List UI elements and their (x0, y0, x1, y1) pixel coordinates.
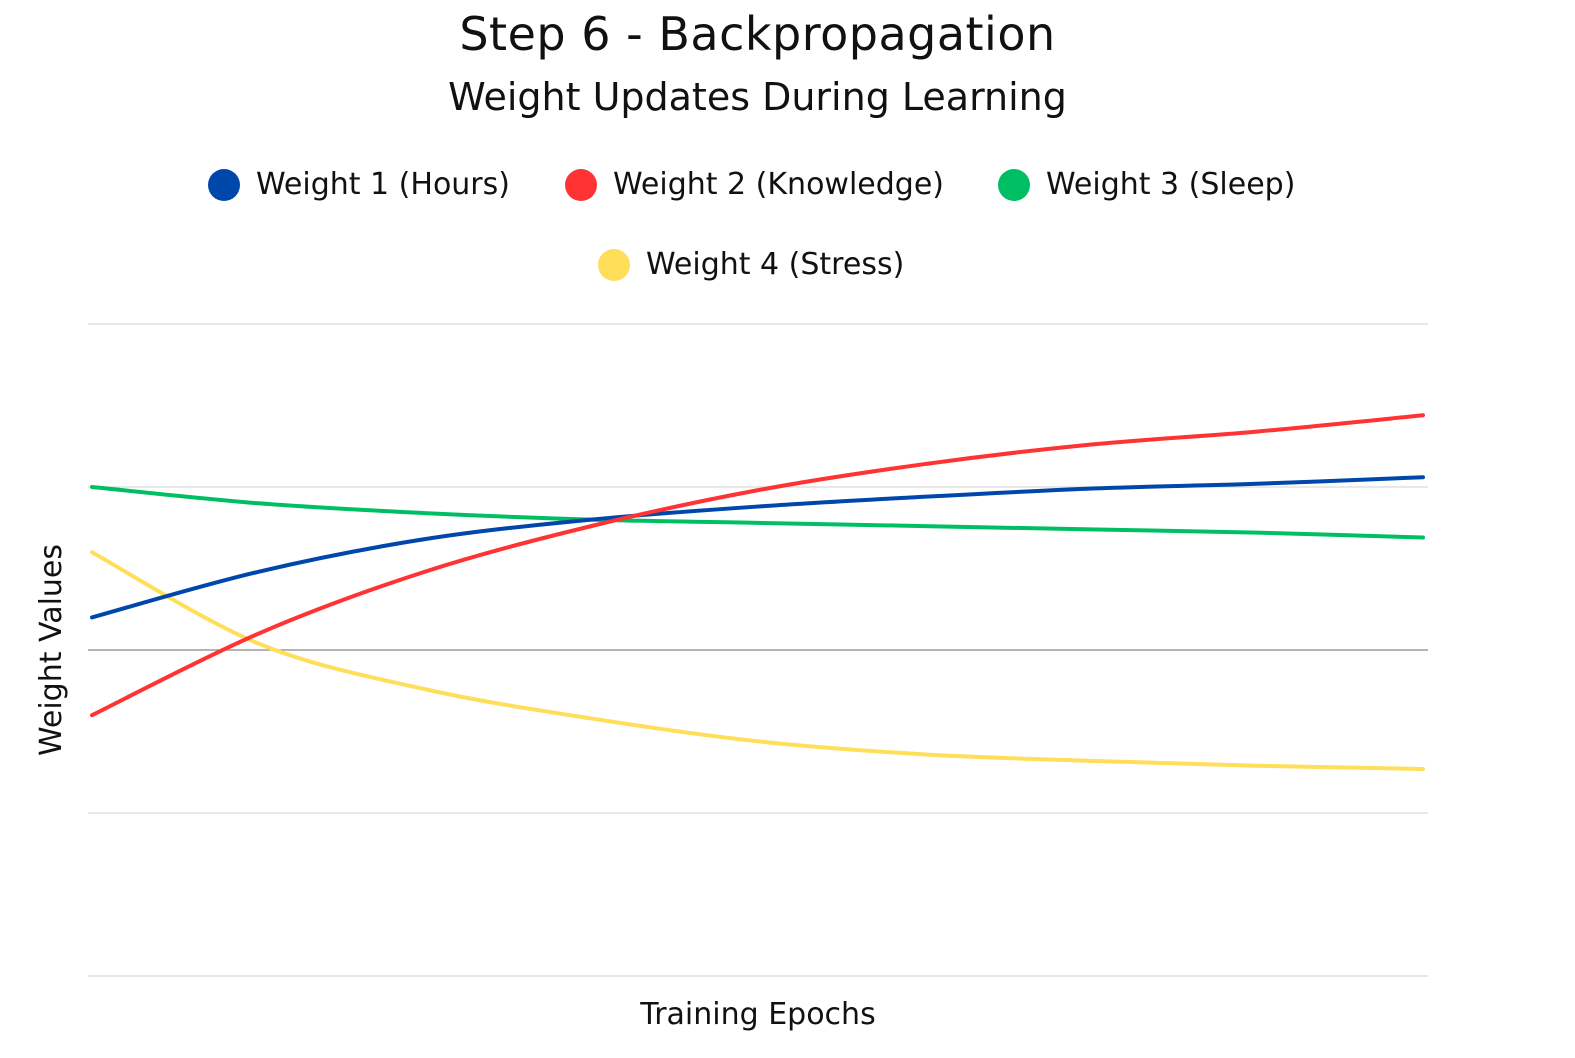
chart-title: Step 6 - Backpropagation (459, 7, 1056, 61)
legend-swatch-weight-1 (208, 169, 240, 201)
legend-swatch-weight-3 (998, 169, 1030, 201)
gridlines (88, 323, 1428, 977)
series-line-weight-1 (90, 475, 1425, 620)
x-axis-label: Training Epochs (640, 997, 876, 1032)
chart-subtitle: Weight Updates During Learning (448, 75, 1067, 119)
legend-swatch-weight-2 (565, 169, 597, 201)
legend-item-weight-4: Weight 4 (Stress) (598, 247, 904, 283)
series-line-weight-4 (90, 550, 1425, 771)
legend-item-weight-1: Weight 1 (Hours) (208, 167, 510, 203)
legend-label-weight-1: Weight 1 (Hours) (256, 167, 510, 202)
legend-label-weight-2: Weight 2 (Knowledge) (613, 167, 944, 202)
legend-item-weight-2: Weight 2 (Knowledge) (565, 167, 944, 203)
series-line-weight-3 (90, 485, 1425, 540)
y-axis-label: Weight Values (34, 543, 69, 757)
legend-label-weight-3: Weight 3 (Sleep) (1046, 167, 1296, 202)
series-lines (90, 413, 1425, 771)
legend-label-weight-4: Weight 4 (Stress) (646, 247, 905, 282)
series-line-weight-2 (90, 413, 1425, 718)
legend-item-weight-3: Weight 3 (Sleep) (998, 167, 1295, 203)
legend-swatch-weight-4 (598, 249, 630, 281)
